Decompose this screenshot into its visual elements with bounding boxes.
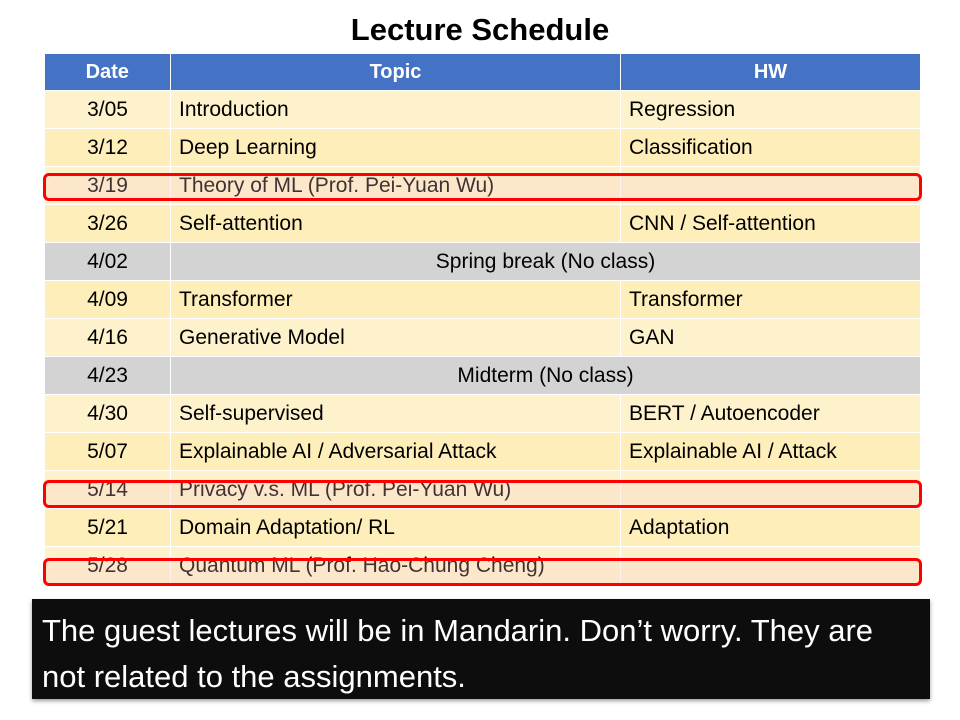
row-date: 4/23 — [44, 356, 171, 395]
row-topic: Explainable AI / Adversarial Attack — [170, 432, 621, 471]
row-topic: Domain Adaptation/ RL — [170, 508, 621, 547]
table-row: 3/05 Introduction Regression — [44, 90, 921, 129]
row-hw — [620, 470, 921, 509]
row-hw: Adaptation — [620, 508, 921, 547]
row-hw: Transformer — [620, 280, 921, 319]
slide-title: Lecture Schedule — [350, 12, 610, 47]
caption-box: The guest lectures will be in Mandarin. … — [32, 599, 930, 699]
row-topic: Theory of ML (Prof. Pei-Yuan Wu) — [170, 166, 621, 205]
table-row: 3/19 Theory of ML (Prof. Pei-Yuan Wu) — [44, 166, 921, 205]
row-topic: Introduction — [170, 90, 621, 129]
row-topic: Generative Model — [170, 318, 621, 357]
row-date: 4/16 — [44, 318, 171, 357]
no-class-row: 4/02 Spring break (No class) — [44, 242, 921, 281]
table-row: 3/26 Self-attention CNN / Self-attention — [44, 204, 921, 243]
no-class-note: Spring break (No class) — [170, 242, 921, 281]
row-date: 4/09 — [44, 280, 171, 319]
row-hw: CNN / Self-attention — [620, 204, 921, 243]
table-row: 4/30 Self-supervised BERT / Autoencoder — [44, 394, 921, 433]
hw-column-header: HW — [620, 54, 921, 91]
row-hw: Explainable AI / Attack — [620, 432, 921, 471]
row-date: 5/07 — [44, 432, 171, 471]
row-date: 5/14 — [44, 470, 171, 509]
row-topic: Deep Learning — [170, 128, 621, 167]
table-row: 5/28 Quantum ML (Prof. Hao-Chung Cheng) — [44, 546, 921, 585]
table-row: 4/16 Generative Model GAN — [44, 318, 921, 357]
table-row: 4/09 Transformer Transformer — [44, 280, 921, 319]
row-hw — [620, 546, 921, 585]
row-hw: GAN — [620, 318, 921, 357]
row-topic: Self-supervised — [170, 394, 621, 433]
table-row: 5/14 Privacy v.s. ML (Prof. Pei-Yuan Wu) — [44, 470, 921, 509]
no-class-note: Midterm (No class) — [170, 356, 921, 395]
row-date: 4/02 — [44, 242, 171, 281]
row-topic: Privacy v.s. ML (Prof. Pei-Yuan Wu) — [170, 470, 621, 509]
row-date: 3/05 — [44, 90, 171, 129]
row-date: 4/30 — [44, 394, 171, 433]
row-hw — [620, 166, 921, 205]
row-topic: Quantum ML (Prof. Hao-Chung Cheng) — [170, 546, 621, 585]
row-date: 5/28 — [44, 546, 171, 585]
date-column-header: Date — [44, 54, 171, 91]
row-date: 3/12 — [44, 128, 171, 167]
row-date: 3/26 — [44, 204, 171, 243]
table-row: 5/07 Explainable AI / Adversarial Attack… — [44, 432, 921, 471]
topic-column-header: Topic — [170, 54, 621, 91]
row-date: 5/21 — [44, 508, 171, 547]
table-row: 5/21 Domain Adaptation/ RL Adaptation — [44, 508, 921, 547]
row-hw: BERT / Autoencoder — [620, 394, 921, 433]
table-header-row: Date Topic HW — [44, 54, 921, 91]
row-date: 3/19 — [44, 166, 171, 205]
row-hw: Classification — [620, 128, 921, 167]
row-topic: Transformer — [170, 280, 621, 319]
table-row: 3/12 Deep Learning Classification — [44, 128, 921, 167]
row-topic: Self-attention — [170, 204, 621, 243]
lecture-schedule-table: Date Topic HW 3/05 Introduction Regressi… — [44, 54, 921, 585]
row-hw: Regression — [620, 90, 921, 129]
no-class-row: 4/23 Midterm (No class) — [44, 356, 921, 395]
